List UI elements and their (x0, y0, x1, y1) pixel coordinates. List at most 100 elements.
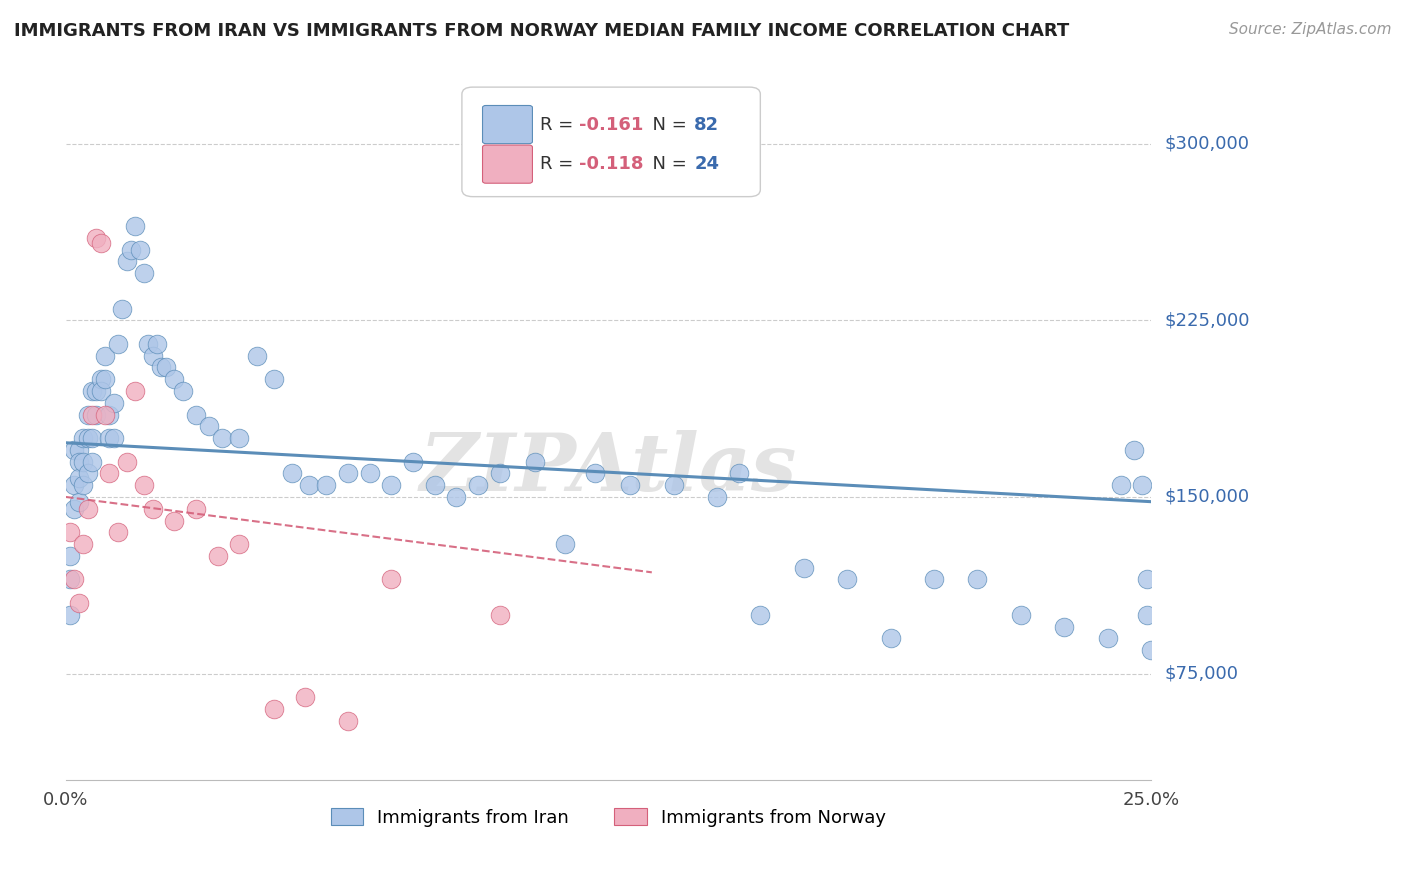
Point (294, 690, 316, 705)
Point (246, 349, 269, 363)
Text: $225,000: $225,000 (1166, 311, 1250, 329)
Point (111, 301, 134, 316)
Point (59, 525, 82, 540)
Text: N =: N = (641, 155, 693, 173)
Point (124, 384, 146, 398)
Point (662, 478, 685, 492)
Point (84, 408, 107, 422)
Text: Source: ZipAtlas.com: Source: ZipAtlas.com (1229, 22, 1392, 37)
Point (966, 573, 988, 587)
Point (90, 372, 112, 386)
Point (59, 549, 82, 563)
Point (749, 607, 772, 622)
Point (80, 384, 103, 398)
Point (211, 431, 233, 445)
Point (1109, 478, 1132, 492)
Point (120, 243, 142, 257)
Legend: Immigrants from Iran, Immigrants from Norway: Immigrants from Iran, Immigrants from No… (323, 801, 894, 834)
Point (380, 478, 402, 492)
Point (446, 490, 468, 504)
Text: $150,000: $150,000 (1166, 488, 1250, 506)
Point (67, 442, 90, 457)
Point (90, 384, 112, 398)
Point (90, 235, 112, 250)
Point (72, 455, 94, 469)
Point (315, 478, 337, 492)
FancyBboxPatch shape (463, 87, 761, 196)
Point (1053, 619, 1076, 633)
Point (67, 455, 90, 469)
Point (72, 478, 94, 492)
Point (76, 431, 98, 445)
Point (94, 372, 117, 386)
Point (84, 231, 107, 245)
Point (98, 431, 121, 445)
Point (94, 349, 117, 363)
Text: 82: 82 (695, 116, 720, 134)
Point (359, 467, 381, 481)
Point (263, 702, 285, 716)
Point (76, 501, 98, 516)
Text: 24: 24 (695, 155, 718, 173)
Point (336, 467, 359, 481)
Point (706, 490, 728, 504)
Point (72, 537, 94, 551)
Point (142, 349, 165, 363)
Text: R =: R = (540, 116, 579, 134)
Point (793, 560, 815, 574)
Point (619, 478, 641, 492)
Point (423, 478, 446, 492)
Point (1130, 478, 1153, 492)
Point (336, 714, 359, 728)
Point (1140, 643, 1163, 657)
Point (67, 471, 90, 485)
Point (837, 573, 859, 587)
Point (115, 455, 138, 469)
Point (727, 467, 749, 481)
Point (84, 384, 107, 398)
Point (63, 501, 86, 516)
Point (94, 408, 117, 422)
Point (142, 501, 165, 516)
Point (228, 537, 250, 551)
Point (1122, 442, 1144, 457)
Point (63, 442, 86, 457)
FancyBboxPatch shape (482, 105, 533, 144)
Point (150, 360, 173, 375)
Point (80, 408, 103, 422)
Text: $75,000: $75,000 (1166, 665, 1239, 682)
Point (184, 408, 207, 422)
Point (163, 514, 186, 528)
Point (583, 467, 606, 481)
Point (80, 455, 103, 469)
Text: -0.118: -0.118 (579, 155, 644, 173)
Text: R =: R = (540, 155, 579, 173)
Point (172, 384, 194, 398)
Point (103, 431, 125, 445)
Point (59, 573, 82, 587)
Point (1010, 607, 1032, 622)
Point (59, 607, 82, 622)
Point (128, 243, 150, 257)
Point (63, 478, 86, 492)
Point (263, 372, 285, 386)
Point (467, 478, 489, 492)
Point (554, 537, 576, 551)
Point (76, 467, 98, 481)
Point (132, 478, 155, 492)
Point (879, 632, 901, 646)
Point (280, 467, 302, 481)
Point (80, 431, 103, 445)
Point (1136, 607, 1159, 622)
Point (1097, 632, 1119, 646)
Text: N =: N = (641, 116, 693, 134)
Point (198, 419, 221, 434)
Point (298, 478, 321, 492)
Text: $300,000: $300,000 (1166, 135, 1250, 153)
Point (98, 408, 121, 422)
Point (155, 360, 177, 375)
Point (523, 455, 546, 469)
Point (207, 549, 229, 563)
Point (922, 573, 945, 587)
Point (107, 525, 129, 540)
